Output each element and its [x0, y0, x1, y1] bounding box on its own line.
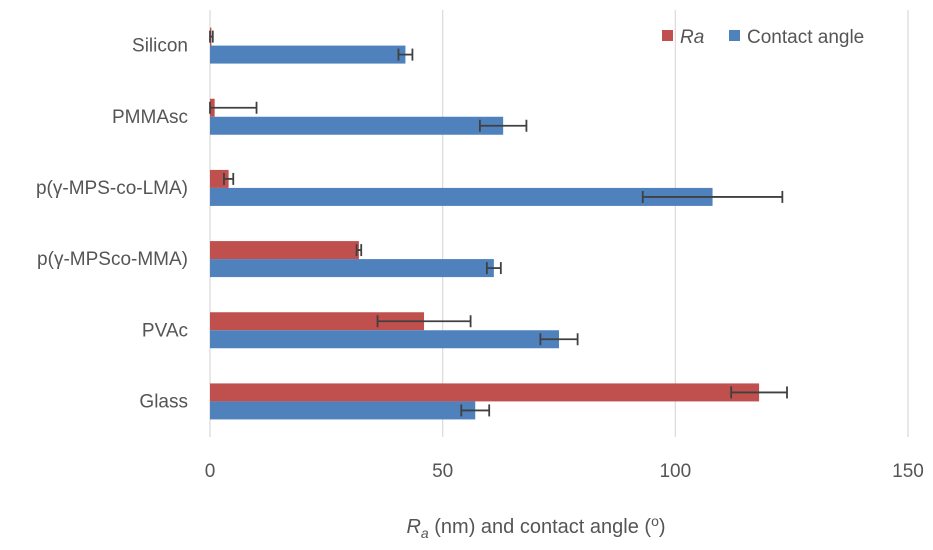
category-label-p-mps-co-lma: p(γ-MPS-co-LMA) — [36, 178, 188, 199]
bar-ra-p-mpsco-mma — [210, 241, 359, 260]
x-axis-title-subscript: a — [421, 525, 429, 541]
gridlines — [209, 10, 909, 437]
bar-ra-pvac — [210, 312, 425, 331]
x-axis-title-degree: o — [651, 513, 659, 529]
bar-contact-angle-silicon — [210, 45, 406, 64]
legend-swatch-ra — [662, 30, 673, 41]
bars — [210, 27, 760, 420]
category-label-pmmasc: PMMAsc — [112, 107, 188, 128]
x-tick-label-150: 150 — [892, 461, 924, 482]
error-bars — [209, 30, 788, 417]
x-axis-title-close: ) — [659, 516, 666, 538]
legend-label-contact-angle: Contact angle — [747, 27, 864, 48]
category-label-p-mpsco-mma: p(γ-MPSco-MMA) — [37, 249, 188, 270]
category-label-pvac: PVAc — [142, 320, 188, 341]
legend-label-ra: Ra — [680, 27, 704, 48]
x-axis-title: Ra (nm) and contact angle (o) — [406, 513, 665, 541]
x-axis-title-symbol: R — [406, 516, 420, 538]
x-tick-labels: 0 50 100 150 — [205, 461, 924, 482]
x-axis-title-text: (nm) and contact angle ( — [429, 516, 652, 538]
x-tick-label-100: 100 — [659, 461, 691, 482]
category-label-glass: Glass — [139, 391, 188, 412]
bar-contact-angle-glass — [210, 401, 476, 420]
x-tick-label-50: 50 — [432, 461, 453, 482]
category-labels: Silicon PMMAsc p(γ-MPS-co-LMA) p(γ-MPSco-MM… — [36, 36, 188, 413]
legend-swatch-contact-angle — [729, 30, 740, 41]
x-tick-label-0: 0 — [205, 461, 216, 482]
bar-contact-angle-pvac — [210, 330, 559, 349]
bar-contact-angle-p-mpsco-mma — [210, 259, 494, 278]
bar-contact-angle-p-mps-co-lma — [210, 187, 713, 206]
bar-ra-glass — [210, 383, 760, 402]
category-label-silicon: Silicon — [132, 36, 188, 57]
bar-contact-angle-pmmasc — [210, 116, 504, 135]
legend: Ra Contact angle — [662, 27, 864, 48]
